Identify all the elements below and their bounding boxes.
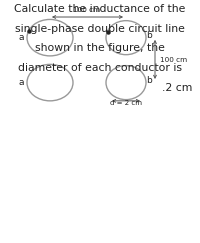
Text: diameter of each conductor is: diameter of each conductor is [18,63,182,73]
Text: single-phase double circuit line: single-phase double circuit line [15,24,185,34]
Text: shown in the figure, the: shown in the figure, the [35,43,165,53]
Text: 100 cm: 100 cm [73,7,101,13]
Text: b: b [146,76,152,85]
Text: a: a [18,78,24,87]
Text: .2 cm: .2 cm [162,83,192,93]
Text: Calculate the inductance of the: Calculate the inductance of the [14,4,186,14]
Text: 100 cm: 100 cm [160,57,187,62]
Text: b: b [146,31,152,40]
Text: d = 2 cm: d = 2 cm [110,100,142,106]
Text: a: a [18,33,24,42]
